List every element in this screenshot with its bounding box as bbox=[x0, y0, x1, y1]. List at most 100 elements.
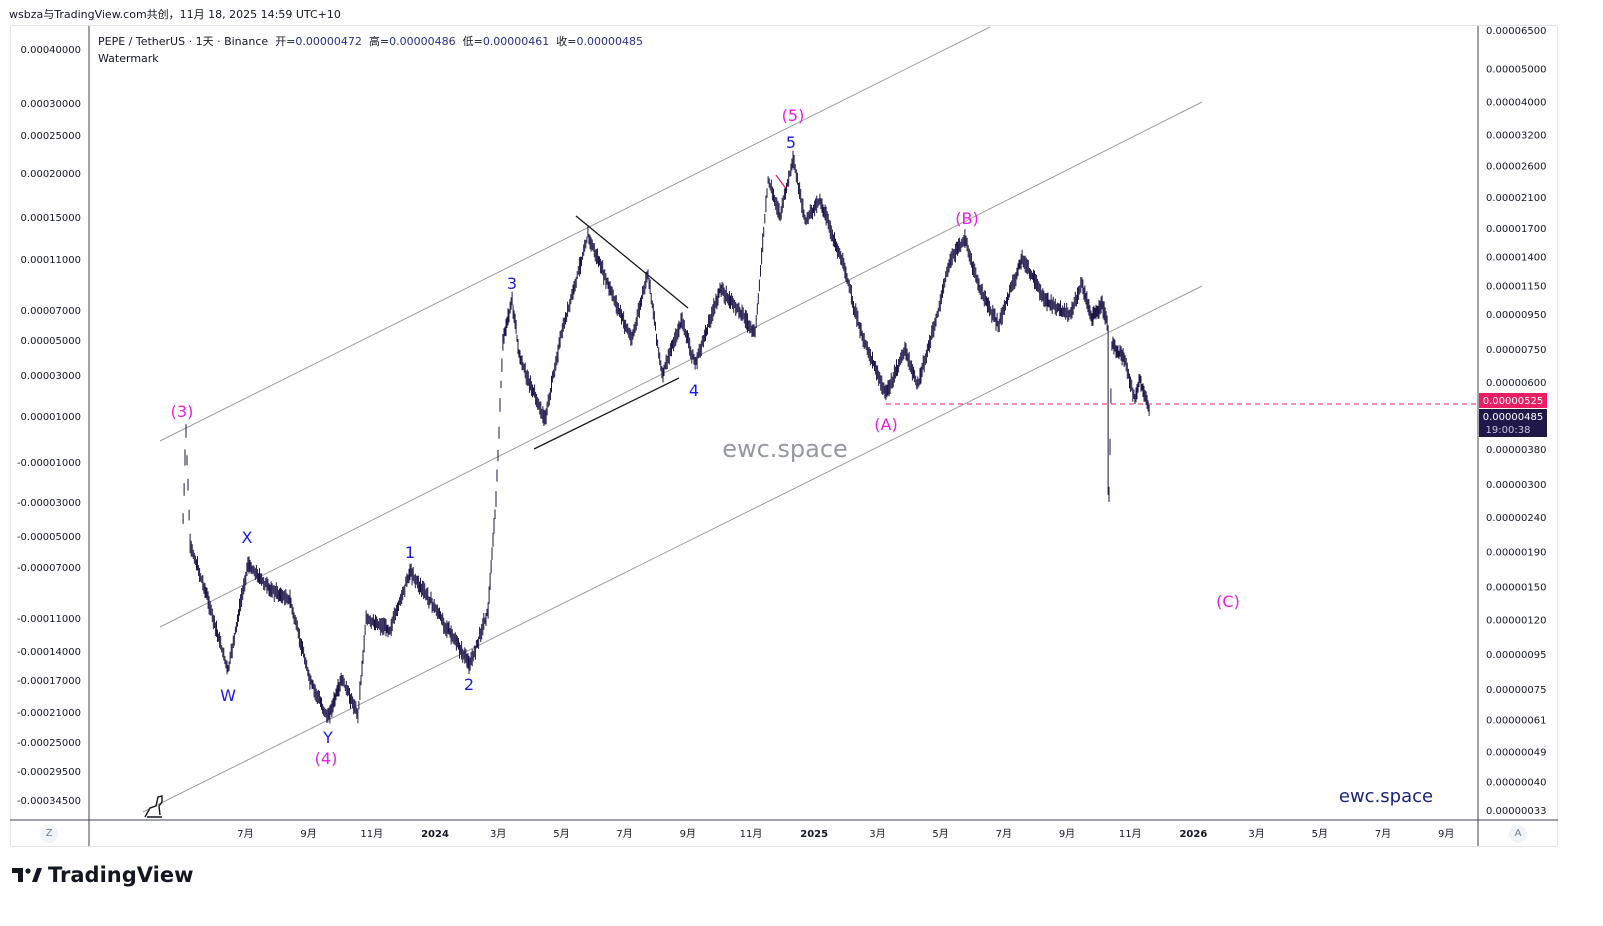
left-tick-label: -0.00005000 bbox=[17, 532, 81, 543]
right-tick-label: 0.00000095 bbox=[1486, 650, 1546, 661]
right-tick-label: 0.00001700 bbox=[1486, 224, 1546, 235]
triangle-upper-trendline[interactable] bbox=[575, 215, 689, 309]
wave-label-2: 2 bbox=[464, 675, 474, 694]
right-tick-label: 0.00006500 bbox=[1486, 26, 1546, 37]
time-tick-label: 11月 bbox=[1119, 828, 1142, 840]
wave-label-y: Y bbox=[322, 728, 333, 747]
low-label: 低= bbox=[462, 35, 483, 48]
time-tick-label: 7月 bbox=[237, 828, 253, 840]
left-tick-label: -0.00025000 bbox=[17, 738, 81, 749]
triangle-lower-trendline[interactable] bbox=[533, 377, 680, 450]
time-tick-label: 9月 bbox=[300, 828, 316, 840]
wave-label-b: (B) bbox=[955, 209, 978, 228]
left-tick-label: -0.00017000 bbox=[17, 676, 81, 687]
time-tick-label: 11月 bbox=[360, 828, 383, 840]
chart-legend: PEPE / TetherUS · 1天 · Binance 开=0.00000… bbox=[98, 33, 643, 67]
time-tick-label: 2024 bbox=[421, 829, 449, 840]
dino-icon bbox=[144, 795, 163, 818]
right-price-axis[interactable]: 0.00006500 0.00005000 0.00004000 0.00003200… bbox=[1486, 26, 1546, 817]
left-tick-label: 0.00001000 bbox=[21, 412, 81, 423]
right-tick-label: 0.00005000 bbox=[1486, 65, 1546, 76]
wave-label-1: 1 bbox=[405, 543, 415, 562]
left-tick-label: 0.00005000 bbox=[21, 336, 81, 347]
right-tick-label: 0.00000600 bbox=[1486, 378, 1546, 389]
time-tick-label: 5月 bbox=[1312, 828, 1328, 840]
close-value: 0.00000485 bbox=[576, 35, 643, 48]
wave-label-3-minor: 3 bbox=[507, 274, 517, 293]
last-price-tag: 0.00000485 19:00:38 bbox=[1479, 409, 1547, 437]
time-tick-label: 3月 bbox=[490, 828, 506, 840]
time-tick-label: 9月 bbox=[1438, 828, 1454, 840]
time-tick-label: 3月 bbox=[869, 828, 885, 840]
right-tick-label: 0.00000240 bbox=[1486, 513, 1546, 524]
left-tick-label: 0.00040000 bbox=[21, 45, 81, 56]
wave-label-x: X bbox=[242, 528, 253, 547]
channel-middle-line[interactable] bbox=[159, 101, 1203, 628]
left-tick-label: 0.00025000 bbox=[21, 131, 81, 142]
level-price-tag: 0.00000525 bbox=[1479, 393, 1547, 408]
time-tick-label: 7月 bbox=[1375, 828, 1391, 840]
auto-scale-button[interactable]: A bbox=[1509, 825, 1527, 843]
time-tick-label: 3月 bbox=[1248, 828, 1264, 840]
time-axis[interactable]: 7月 9月 11月 2024 3月 5月 7月 9月 11月 2025 3月 5月 7月 9月 11月 202… bbox=[237, 828, 1454, 840]
low-value: 0.00000461 bbox=[482, 35, 550, 48]
open-label: 开= bbox=[275, 35, 296, 48]
left-tick-label: 0.00011000 bbox=[21, 255, 81, 266]
price-series bbox=[182, 150, 1150, 724]
close-label: 收= bbox=[556, 35, 577, 48]
parallel-channel[interactable] bbox=[142, 26, 1203, 813]
time-tick-label: 2026 bbox=[1179, 829, 1207, 840]
tradingview-logo-icon bbox=[12, 868, 42, 882]
right-tick-label: 0.00000750 bbox=[1486, 345, 1546, 356]
right-tick-label: 0.00000040 bbox=[1486, 778, 1546, 789]
wave-label-4-minor: 4 bbox=[689, 381, 699, 400]
indicator-watermark[interactable]: Watermark bbox=[98, 52, 159, 65]
left-tick-label: -0.00021000 bbox=[17, 708, 81, 719]
zoom-reset-button[interactable]: Z bbox=[40, 825, 58, 843]
left-tick-label: -0.00007000 bbox=[17, 563, 81, 574]
left-tick-label: -0.00003000 bbox=[17, 498, 81, 509]
left-tick-label: 0.00030000 bbox=[21, 99, 81, 110]
right-tick-label: 0.00000380 bbox=[1486, 445, 1546, 456]
left-tick-label: 0.00015000 bbox=[21, 213, 81, 224]
last-price-text: 0.00000485 bbox=[1483, 412, 1543, 423]
high-label: 高= bbox=[368, 35, 390, 48]
right-tick-label: 0.00004000 bbox=[1486, 98, 1546, 109]
right-tick-label: 0.00000075 bbox=[1486, 685, 1546, 696]
channel-lower-line[interactable] bbox=[142, 285, 1203, 813]
tradingview-logo[interactable]: TradingView bbox=[12, 863, 193, 887]
left-tick-label: 0.00007000 bbox=[21, 306, 81, 317]
right-tick-label: 0.00000300 bbox=[1486, 480, 1546, 491]
symbol-title[interactable]: PEPE / TetherUS · 1天 · Binance bbox=[98, 35, 269, 48]
open-value: 0.00000472 bbox=[295, 35, 362, 48]
right-tick-label: 0.00001150 bbox=[1486, 282, 1546, 293]
left-tick-label: -0.00001000 bbox=[17, 458, 81, 469]
wave-label-5-primary: (5) bbox=[782, 106, 805, 125]
brand-text: ewc.space bbox=[1339, 786, 1433, 807]
wave-label-5-minor: 5 bbox=[786, 133, 796, 152]
right-tick-label: 0.00001400 bbox=[1486, 253, 1546, 264]
time-tick-label: 9月 bbox=[680, 828, 696, 840]
time-tick-label: 11月 bbox=[740, 828, 763, 840]
chart-credit: wsbza与TradingView.com共创，11月 18, 2025 14:… bbox=[9, 8, 341, 21]
right-tick-label: 0.00000120 bbox=[1486, 615, 1546, 626]
time-tick-label: 2025 bbox=[800, 829, 828, 840]
left-tick-label: 0.00003000 bbox=[21, 371, 81, 382]
time-tick-label: 7月 bbox=[996, 828, 1012, 840]
channel-upper-line[interactable] bbox=[159, 26, 991, 442]
right-tick-label: 0.00000033 bbox=[1486, 806, 1546, 817]
time-tick-label: 5月 bbox=[553, 828, 569, 840]
right-tick-label: 0.00000950 bbox=[1486, 310, 1546, 321]
left-price-axis[interactable]: 0.00040000 0.00030000 0.00025000 0.00020000… bbox=[17, 45, 81, 807]
level-price-text: 0.00000525 bbox=[1483, 396, 1543, 407]
tradingview-wordmark: TradingView bbox=[48, 863, 194, 887]
right-tick-label: 0.00000061 bbox=[1486, 715, 1546, 726]
right-tick-label: 0.00000049 bbox=[1486, 748, 1546, 759]
red-marker-stroke bbox=[775, 174, 788, 191]
wave-label-c: (C) bbox=[1216, 592, 1240, 611]
high-value: 0.00000486 bbox=[389, 35, 456, 48]
wave-label-w: W bbox=[220, 686, 236, 705]
left-tick-label: -0.00034500 bbox=[17, 796, 81, 807]
wave-label-4-primary: (4) bbox=[315, 749, 338, 768]
